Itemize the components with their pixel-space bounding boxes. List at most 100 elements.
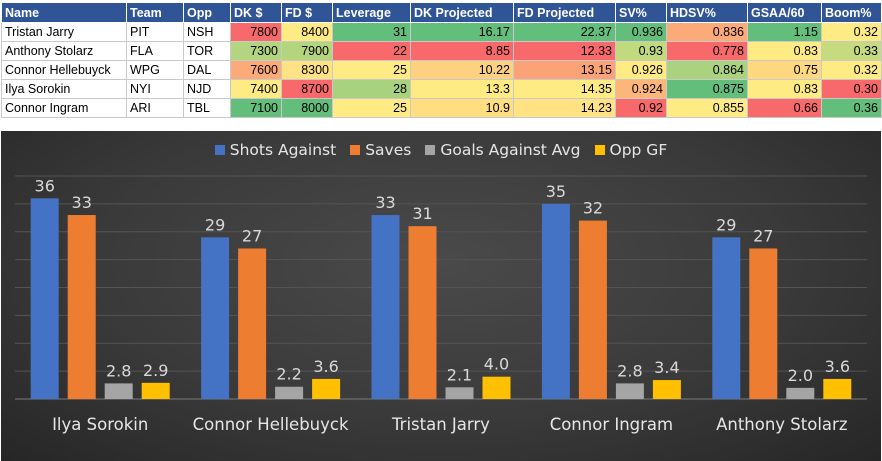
table-cell: 0.83 [747,41,822,61]
column-header[interactable]: Leverage [332,2,411,23]
table-cell: 22.37 [513,22,616,42]
category-label: Connor Hellebuyck [193,415,349,434]
table-cell: 13.15 [513,60,616,80]
table-cell: 0.864 [666,60,748,80]
table-cell: 8000 [281,98,333,118]
data-label: 4.0 [484,355,509,374]
table-cell: 13.3 [410,79,514,99]
bar-saves [238,248,267,399]
data-label: 29 [716,215,736,234]
column-header[interactable]: Opp [183,2,231,23]
legend-swatch [425,145,436,155]
bar-saves [578,220,607,399]
bar-goals-against-avg [615,383,644,399]
table-cell: 0.75 [747,60,822,80]
table-cell: 0.778 [666,41,748,61]
table-cell: 8700 [281,79,333,99]
table-cell: 0.32 [821,22,882,42]
bar-goals-against-avg [445,387,474,399]
bar-shots-against [201,237,230,399]
legend-swatch [594,145,605,155]
table-cell: 10.9 [410,98,514,118]
legend-swatch [350,145,361,155]
table-cell: 25 [332,98,411,118]
column-header[interactable]: DK $ [230,2,282,23]
bar-opp-gf [652,380,681,399]
data-label: 2.8 [106,361,131,380]
bar-goals-against-avg [104,383,133,399]
column-header[interactable]: FD Projected [513,2,616,23]
legend-label: Opp GF [609,141,668,159]
column-header[interactable]: Team [126,2,184,23]
table-cell: 0.836 [666,22,748,42]
table-cell: 7400 [230,79,282,99]
column-header[interactable]: SV% [615,2,667,23]
table-cell: 7900 [281,41,333,61]
column-header[interactable]: GSAA/60 [747,2,822,23]
table-body: Tristan Jarry PIT NSH 7800 8400 31 16.17 22.37 0… [1,22,882,118]
bar-saves [67,215,96,399]
legend-item: Saves [350,141,411,159]
goalie-stats-table: Name Team Opp DK $ FD $ Leverage DK Projected F… [1,2,882,118]
bar-opp-gf [141,382,170,399]
chart-legend: Shots Against Saves Goals Against Avg Opp G… [1,141,881,159]
legend-label: Saves [365,141,412,159]
data-label: 35 [546,182,566,201]
table-cell: 25 [332,60,411,80]
data-label: 27 [753,226,773,245]
table-cell: 12.33 [513,41,616,61]
data-label: 2.9 [143,361,168,380]
bar-opp-gf [482,376,511,399]
table-cell: 31 [332,22,411,42]
bar-shots-against [712,237,741,399]
table-cell: Anthony Stolarz [1,41,127,61]
table-cell: TOR [183,41,231,61]
table-row: Connor Ingram ARI TBL 7100 8000 25 10.9 14.23 0.… [1,98,882,118]
table-cell: 0.83 [747,79,822,99]
table-header-row: Name Team Opp DK $ FD $ Leverage DK Projected F… [1,2,882,23]
table-cell: 0.855 [666,98,748,118]
table-cell: 7100 [230,98,282,118]
bar-saves [408,226,437,399]
table-cell: FLA [126,41,184,61]
bar-opp-gf [823,378,852,399]
column-header[interactable]: Boom% [821,2,882,23]
table-cell: 14.23 [513,98,616,118]
table-cell: NYI [126,79,184,99]
table-cell: 0.926 [615,60,667,80]
table-cell: 8.85 [410,41,514,61]
data-label: 33 [375,193,395,212]
table-cell: NSH [183,22,231,42]
bar-opp-gf [312,378,341,399]
data-label: 3.4 [654,358,679,377]
data-label: 27 [242,226,262,245]
legend-item: Goals Against Avg [425,141,581,159]
category-label: Anthony Stolarz [716,415,847,434]
table-cell: 1.15 [747,22,822,42]
table-cell: 22 [332,41,411,61]
table-cell: 7800 [230,22,282,42]
column-header[interactable]: FD $ [281,2,333,23]
legend-label: Goals Against Avg [440,141,581,159]
table-cell: Tristan Jarry [1,22,127,42]
legend-item: Opp GF [594,141,668,159]
table-row: Tristan Jarry PIT NSH 7800 8400 31 16.17 22.37 0… [1,22,882,42]
table-row: Ilya Sorokin NYI NJD 7400 8700 28 13.3 14.35 0.9… [1,79,882,99]
column-header[interactable]: DK Projected [410,2,514,23]
table-cell: ARI [126,98,184,118]
table-cell: 14.35 [513,79,616,99]
legend-label: Shots Against [229,141,337,159]
table-cell: 0.875 [666,79,748,99]
bar-shots-against [371,215,400,399]
table-cell: Ilya Sorokin [1,79,127,99]
table-cell: 0.92 [615,98,667,118]
column-header[interactable]: HDSV% [666,2,748,23]
table-cell: 0.30 [821,79,882,99]
column-header[interactable]: Name [1,2,127,23]
data-label: 36 [35,176,55,195]
table-cell: DAL [183,60,231,80]
table-row: Anthony Stolarz FLA TOR 7300 7900 22 8.85 12.33… [1,41,882,61]
bar-shots-against [30,198,59,399]
data-label: 2.1 [447,365,472,384]
table-cell: 10.22 [410,60,514,80]
